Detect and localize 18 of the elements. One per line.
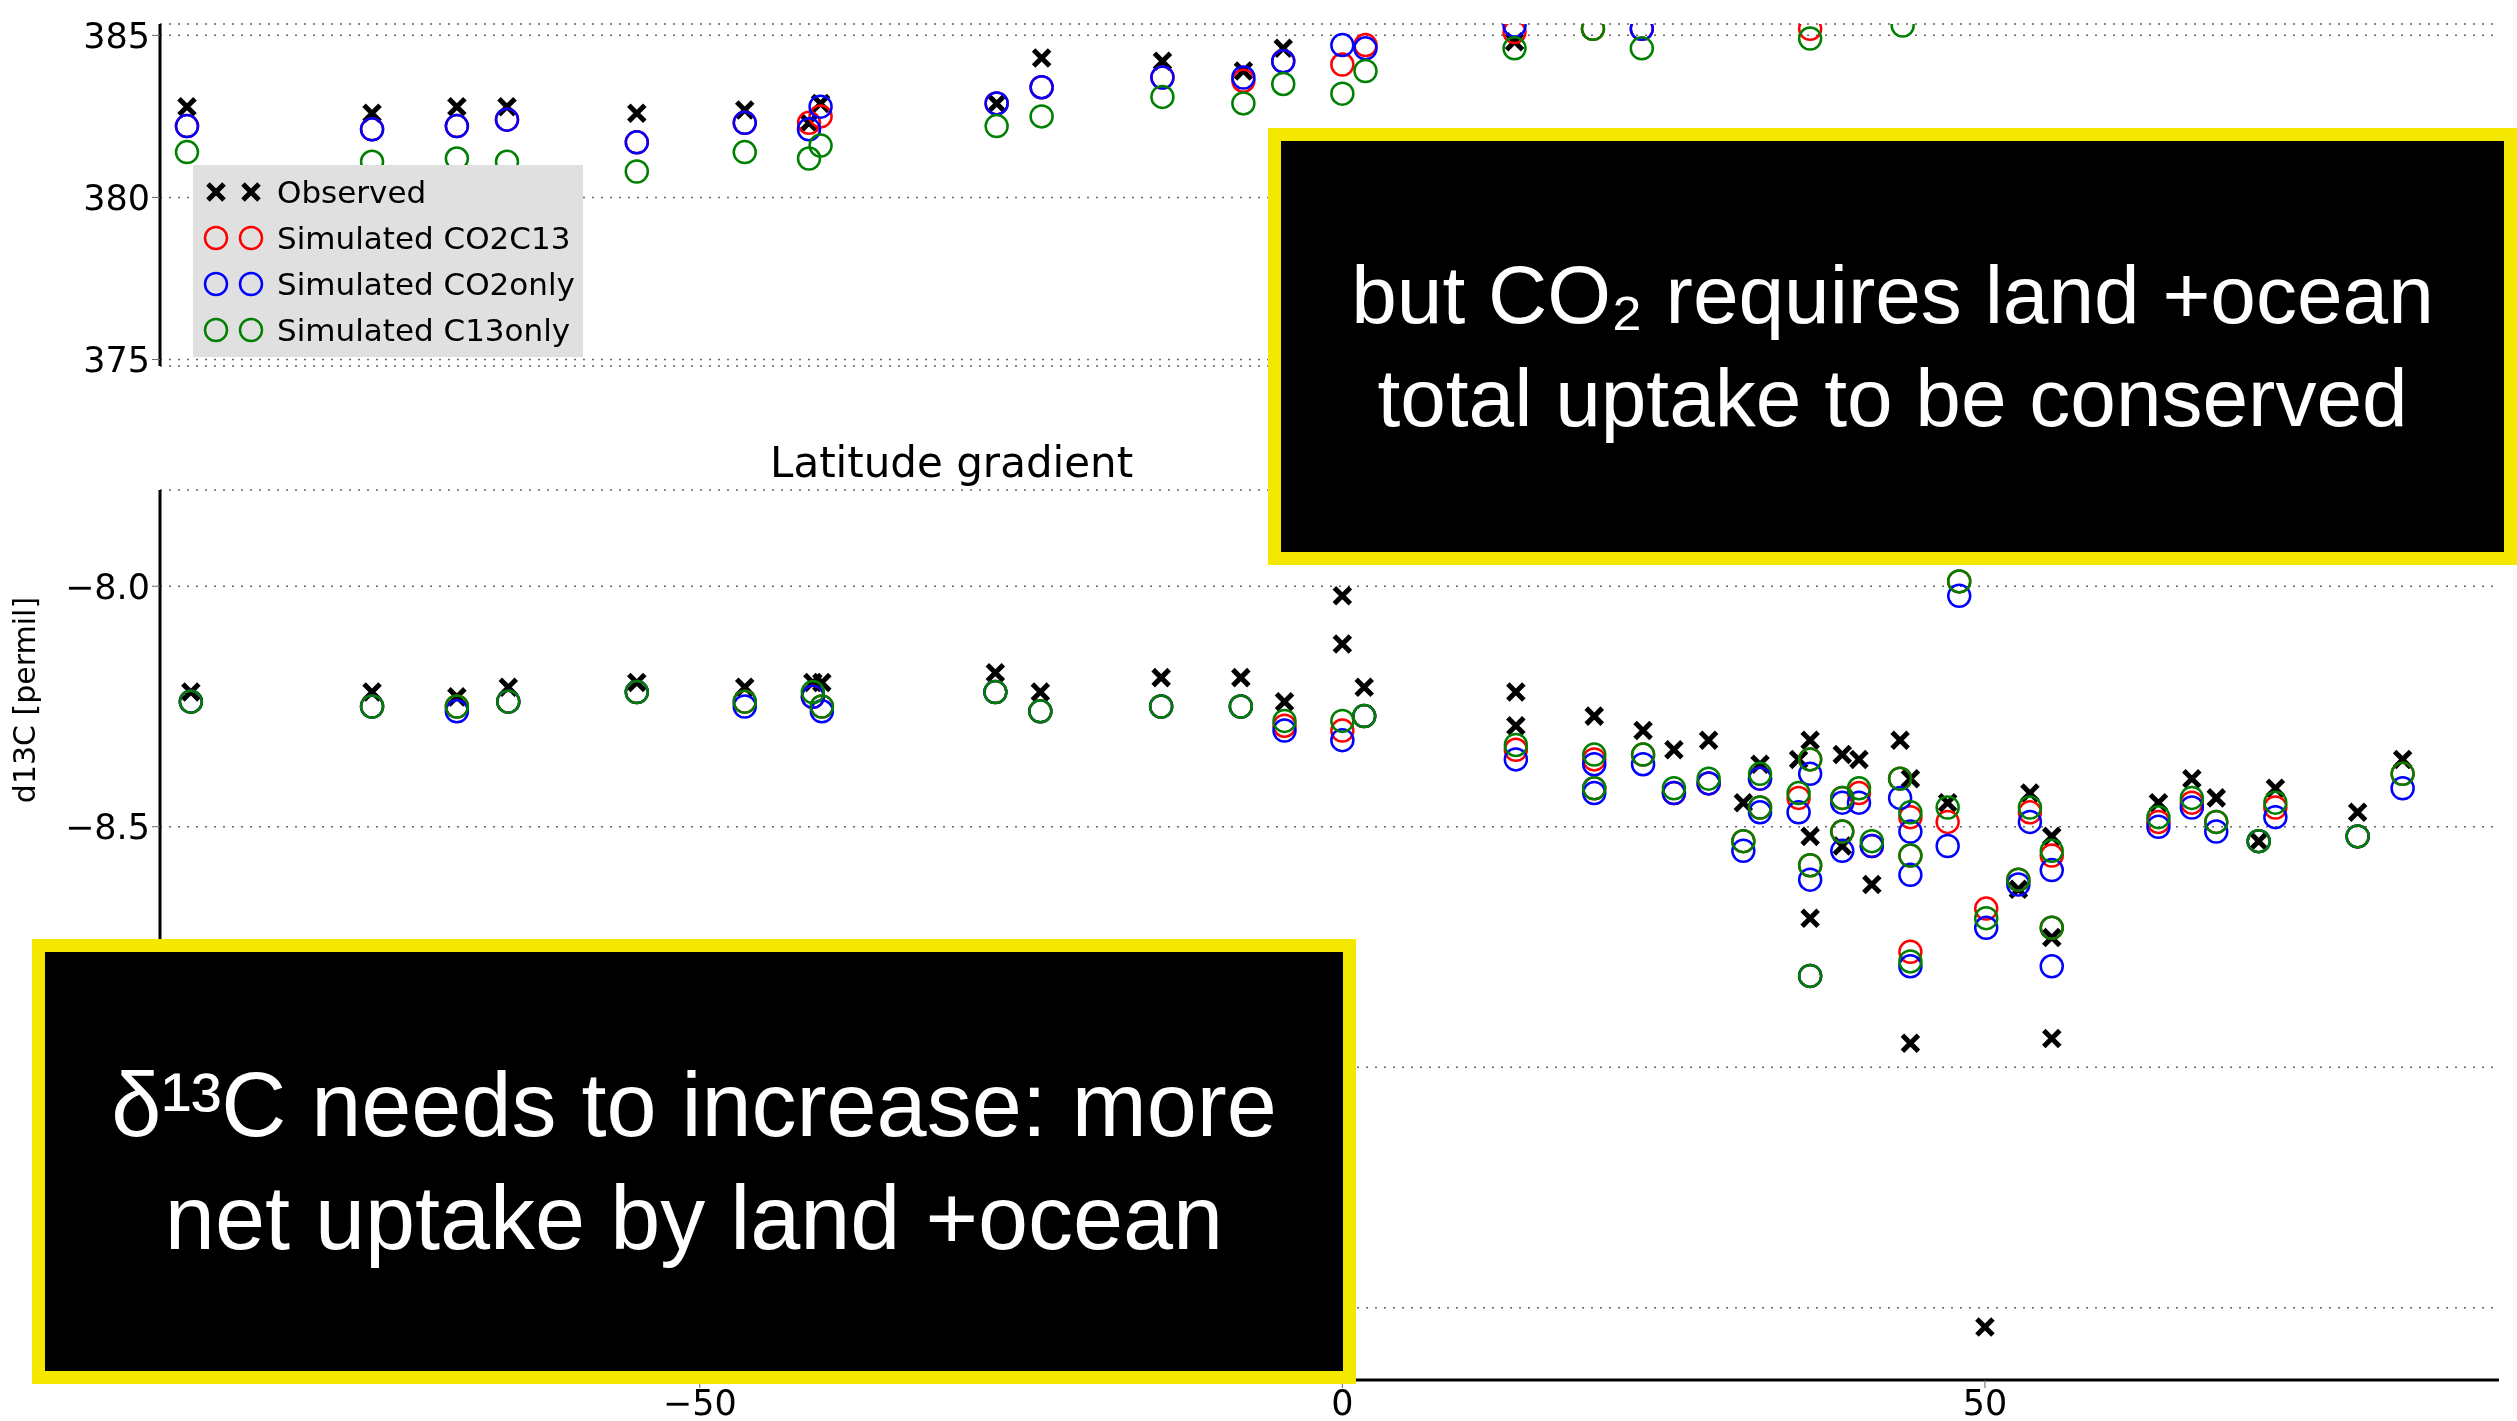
x-tick-label: 0 bbox=[1331, 1382, 1354, 1421]
legend-label: Simulated CO2only bbox=[277, 265, 575, 304]
annotation: δ¹³C needs to increase: more net uptake by land +ocean bbox=[110, 1054, 1278, 1270]
annotation: but CO₂ requires land +ocean total uptake to be conserved bbox=[1350, 248, 2435, 445]
chart-title: Latitude gradient bbox=[770, 438, 1134, 487]
x-tick-label: 50 bbox=[1962, 1382, 2008, 1421]
note-box: but CO₂ requires land +ocean total uptake to be conserved bbox=[1268, 128, 2517, 565]
legend-label: Observed bbox=[277, 173, 427, 212]
y-tick-label: −8.0 bbox=[65, 566, 150, 607]
note-box: δ¹³C needs to increase: more net uptake by land +ocean bbox=[32, 939, 1356, 1384]
y-tick-label: −8.5 bbox=[65, 807, 150, 848]
x-tick-label: −50 bbox=[662, 1382, 737, 1421]
y-tick-label: 375 bbox=[83, 339, 150, 380]
y-tick-label: 380 bbox=[83, 177, 150, 218]
legend-label: Simulated C13only bbox=[277, 311, 571, 350]
y-axis-title: d13C [permil] bbox=[6, 596, 42, 804]
y-tick-label: 385 bbox=[83, 15, 150, 56]
legend-label: Simulated CO2C13 bbox=[277, 219, 571, 258]
